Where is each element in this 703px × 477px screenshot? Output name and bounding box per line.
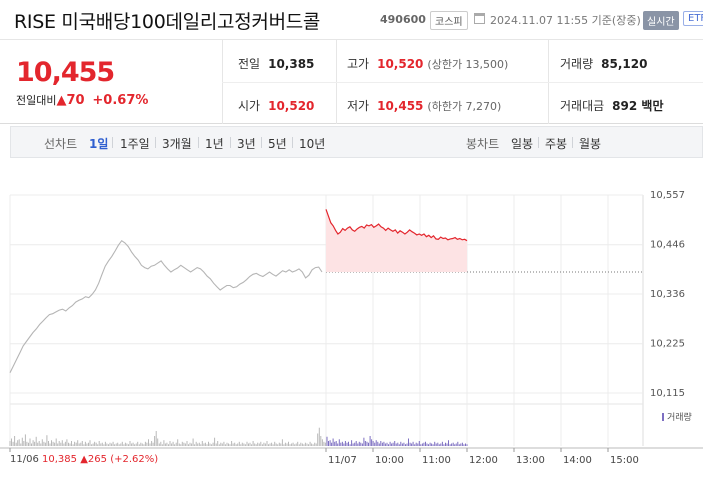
volume-legend-label: 거래량	[667, 413, 692, 423]
y-tick-label: 10,557	[650, 190, 685, 201]
change-value: 70	[66, 93, 85, 108]
prev-day-pct: (+2.62%)	[110, 454, 159, 465]
x-tick-label: 11:00	[422, 455, 451, 466]
tab-3month[interactable]: 3개월	[162, 137, 192, 151]
open-value: 10,520	[268, 99, 315, 113]
lower-limit: (하한가 7,270)	[427, 100, 502, 113]
volume-label: 거래량	[560, 57, 594, 71]
prev-day-price-line	[9, 239, 323, 374]
low-cell: 저가 10,455 (하한가 7,270)	[347, 97, 501, 114]
volume-legend-swatch	[662, 413, 664, 421]
tab-separator	[155, 137, 156, 148]
x-tick-label: 12:00	[469, 455, 498, 466]
x-tick-label: 10:00	[375, 455, 404, 466]
x-tick-label: 13:00	[516, 455, 545, 466]
tab-separator	[230, 137, 231, 148]
high-value: 10,520	[377, 57, 424, 71]
tab-separator	[261, 137, 262, 148]
amount-label: 거래대금	[560, 99, 605, 113]
prev-day-summary: 11/06 10,385 ▲265 (+2.62%)	[10, 454, 158, 465]
tab-10year[interactable]: 10년	[299, 137, 326, 151]
x-tick-label: 14:00	[563, 455, 592, 466]
candle-chart-label: 봉차트	[466, 137, 500, 151]
amount-cell: 거래대금 892 백만	[560, 97, 663, 114]
high-cell: 고가 10,520 (상한가 13,500)	[347, 55, 508, 72]
quote-timestamp: 2024.11.07 11:55 기준(장중)	[490, 14, 641, 27]
volume-cell: 거래량 85,120	[560, 55, 647, 72]
tab-5year[interactable]: 5년	[268, 137, 287, 151]
price-change: 전일대비▲70 +0.67%	[16, 92, 148, 108]
prev-close-label: 전일	[238, 57, 261, 71]
y-tick-label: 10,225	[650, 339, 685, 350]
current-price: 10,455	[16, 57, 115, 88]
prev-close-cell: 전일 10,385	[238, 55, 314, 72]
tab-1week[interactable]: 1주일	[120, 137, 150, 151]
tab-weekly-candle[interactable]: 주봉	[545, 137, 568, 151]
chart-period-tabs: 선차트 1일 1주일 3개월 1년 3년 5년 10년 봉차트 일봉 주봉 월봉	[10, 126, 703, 158]
y-tick-label: 10,336	[650, 289, 685, 300]
tab-daily-candle[interactable]: 일봉	[511, 137, 534, 151]
y-tick-label: 10,115	[650, 388, 685, 399]
tab-monthly-candle[interactable]: 월봉	[579, 137, 602, 151]
today-price-line	[325, 209, 468, 242]
up-arrow-icon: ▲	[56, 93, 67, 108]
prev-close-value: 10,385	[268, 57, 315, 71]
y-tick-label: 10,446	[650, 240, 685, 251]
market-badge: 코스피	[430, 11, 468, 30]
calendar-icon	[474, 13, 485, 24]
open-label: 시가	[238, 99, 261, 113]
x-tick-label: 15:00	[610, 455, 639, 466]
amount-value: 892 백만	[612, 99, 664, 113]
tab-separator	[572, 137, 573, 148]
stock-code: 490600	[380, 13, 426, 26]
x-tick-label: 11/07	[328, 455, 357, 466]
open-cell: 시가 10,520	[238, 97, 314, 114]
upper-limit: (상한가 13,500)	[427, 58, 509, 71]
prev-day-change: 265	[87, 454, 107, 465]
etf-badge: ETF	[683, 11, 703, 26]
up-arrow-icon: ▲	[80, 454, 88, 465]
volume-value: 85,120	[601, 57, 648, 71]
low-value: 10,455	[377, 99, 424, 113]
prev-day-date: 11/06	[10, 454, 39, 465]
low-label: 저가	[347, 99, 370, 113]
stock-name: RISE 미국배당100데일리고정커버드콜	[14, 11, 321, 33]
tab-separator	[198, 137, 199, 148]
tab-separator	[292, 137, 293, 148]
tab-3year[interactable]: 3년	[237, 137, 256, 151]
divider	[222, 82, 703, 83]
stock-header: RISE 미국배당100데일리고정커버드콜 490600 코스피 2024.11…	[0, 0, 703, 40]
change-label: 전일대비	[16, 94, 57, 107]
volume-legend: 거래량	[662, 410, 692, 423]
realtime-button[interactable]: 실시간	[643, 11, 679, 30]
line-chart-label: 선차트	[44, 137, 78, 151]
prev-day-close: 10,385	[42, 454, 78, 465]
high-label: 고가	[347, 57, 370, 71]
tab-separator	[538, 137, 539, 148]
tab-1day[interactable]: 1일	[89, 137, 109, 151]
tab-1year[interactable]: 1년	[205, 137, 224, 151]
tab-separator	[112, 137, 113, 148]
change-percent: +0.67%	[92, 93, 149, 108]
quote-summary: 10,455 전일대비▲70 +0.67% 전일 10,385 시가 10,520 …	[0, 40, 703, 124]
today-area-fill	[326, 209, 467, 273]
